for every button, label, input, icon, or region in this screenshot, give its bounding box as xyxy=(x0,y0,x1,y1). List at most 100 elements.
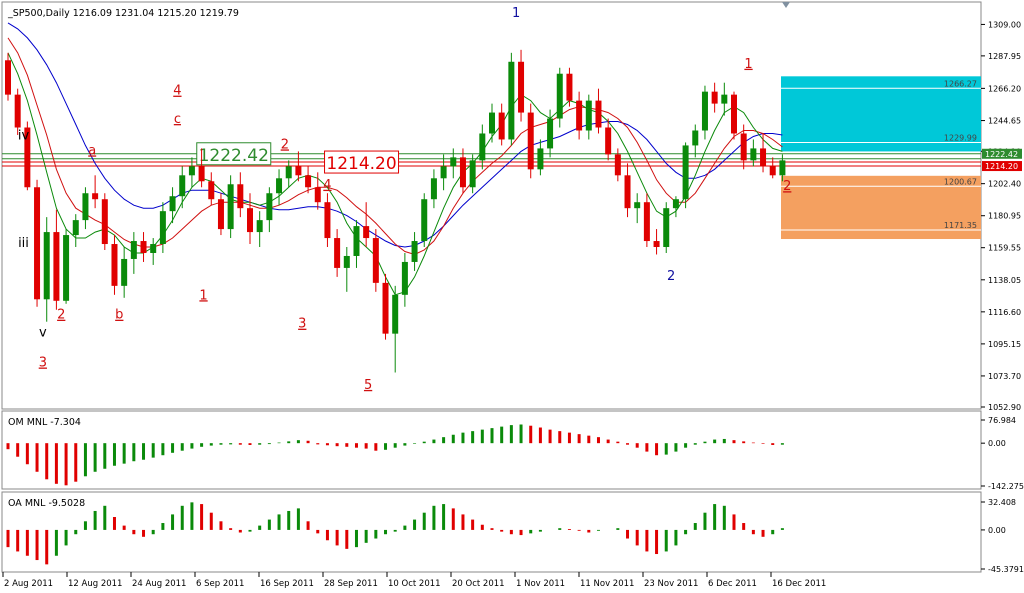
y-tick-label: 1266.20 xyxy=(988,84,1021,93)
candle-body xyxy=(121,258,128,286)
candle-body xyxy=(731,94,737,134)
candle-body xyxy=(576,100,583,131)
candle-body xyxy=(208,181,215,200)
wave-label: a xyxy=(88,143,96,158)
candle-body xyxy=(324,202,331,239)
x-tick-label: 28 Sep 2011 xyxy=(324,579,378,589)
candle-body xyxy=(682,145,689,200)
candle-body xyxy=(101,199,108,245)
wave-label: v xyxy=(39,326,47,341)
candle-body xyxy=(614,154,621,176)
indicator2-tick-label: 0.00 xyxy=(988,526,1006,535)
candle-body xyxy=(624,175,631,209)
indicator2-panel-frame xyxy=(1,491,982,573)
candle-body xyxy=(421,199,428,242)
candle-body xyxy=(72,220,79,236)
candle-body xyxy=(266,193,273,221)
wave-label: 4 xyxy=(323,178,331,193)
candle-body xyxy=(217,199,224,230)
candle-body xyxy=(566,73,573,101)
chart-shift-marker[interactable] xyxy=(782,2,790,8)
indicator2-tick-label: 32.408 xyxy=(988,498,1016,507)
candle-body xyxy=(130,241,137,259)
indicator1-panel-frame xyxy=(1,410,982,490)
level-price-tag xyxy=(982,148,1022,159)
x-tick-label: 16 Dec 2011 xyxy=(772,579,826,589)
candle-body xyxy=(53,232,60,301)
candle-body xyxy=(769,166,776,176)
candle-body xyxy=(198,166,205,182)
candle-body xyxy=(334,238,341,268)
candle-body xyxy=(605,127,612,155)
wave-label: iii xyxy=(18,236,29,251)
candle-body xyxy=(295,166,302,176)
candle-body xyxy=(430,178,437,200)
candle-body xyxy=(401,261,408,295)
x-tick-label: 6 Sep 2011 xyxy=(196,579,244,589)
candle-body xyxy=(159,211,166,245)
candle-body xyxy=(247,208,253,233)
price-box-green-text: 1222.42 xyxy=(199,146,269,166)
price-box-red-text: 1214.20 xyxy=(326,154,396,174)
candle-body xyxy=(188,166,195,176)
y-tick-label: 1180.95 xyxy=(988,212,1021,221)
x-tick-label: 24 Aug 2011 xyxy=(132,579,186,589)
candle-body xyxy=(372,238,379,283)
y-tick-label: 1138.05 xyxy=(988,276,1021,285)
x-tick-label: 6 Dec 2011 xyxy=(708,579,757,589)
wave-label: 2 xyxy=(783,179,791,194)
x-tick-label: 2 Aug 2011 xyxy=(4,579,53,589)
candle-body xyxy=(34,187,41,300)
y-tick-label: 1116.60 xyxy=(988,308,1021,317)
candle-body xyxy=(634,202,641,209)
candle-body xyxy=(740,133,747,161)
x-tick-label: 11 Nov 2011 xyxy=(580,579,634,589)
candle-body xyxy=(92,193,99,200)
candle-body xyxy=(779,160,786,176)
wave-label: 3 xyxy=(298,317,306,332)
candle-body xyxy=(392,294,399,334)
x-tick-label: 1 Nov 2011 xyxy=(516,579,565,589)
indicator1-tick-label: 0.00 xyxy=(988,439,1006,448)
wave-label: b xyxy=(115,308,123,323)
wave-label: 1 xyxy=(199,288,207,303)
candle-body xyxy=(518,61,525,113)
candle-body xyxy=(305,175,312,188)
indicator2-tick-label: -45.3791 xyxy=(988,565,1024,574)
candle-body xyxy=(140,241,147,253)
candle-body xyxy=(537,148,544,170)
indicator1-tick-label: 76.984 xyxy=(988,416,1016,425)
wave-label: 4 xyxy=(173,84,181,99)
zone-level-label-orange_bottom: 1171.35 xyxy=(944,221,977,230)
candle-body xyxy=(672,199,679,209)
wave-label: 2 xyxy=(667,269,675,284)
candle-body xyxy=(343,255,350,268)
x-tick-label: 20 Oct 2011 xyxy=(452,579,505,589)
candle-body xyxy=(276,178,283,194)
level-price-tag-text: 1222.42 xyxy=(985,150,1018,159)
candle-body xyxy=(643,202,650,242)
candle-body xyxy=(469,160,476,188)
candle-body xyxy=(440,166,447,179)
zone-level-label-cyan_bottom: 1229.99 xyxy=(944,133,977,142)
candle-body xyxy=(5,60,11,95)
candle-body xyxy=(479,133,486,161)
candle-body xyxy=(721,94,728,104)
candle-body xyxy=(314,187,321,203)
x-tick-label: 16 Sep 2011 xyxy=(260,579,314,589)
y-tick-label: 1202.40 xyxy=(988,180,1021,189)
y-tick-label: 1052.90 xyxy=(988,403,1021,412)
candle-body xyxy=(111,244,118,286)
candle-body xyxy=(711,91,718,104)
candle-body xyxy=(489,112,495,134)
candle-body xyxy=(150,244,157,253)
candle-body xyxy=(363,226,370,239)
candle-body xyxy=(760,148,767,167)
target-zone-cyan xyxy=(781,76,981,152)
y-tick-label: 1095.15 xyxy=(988,340,1021,349)
y-tick-label: 1159.55 xyxy=(988,244,1021,253)
wave-label: iv xyxy=(18,128,30,143)
level-price-tag-text: 1214.20 xyxy=(985,162,1018,171)
candle-body xyxy=(63,235,70,301)
